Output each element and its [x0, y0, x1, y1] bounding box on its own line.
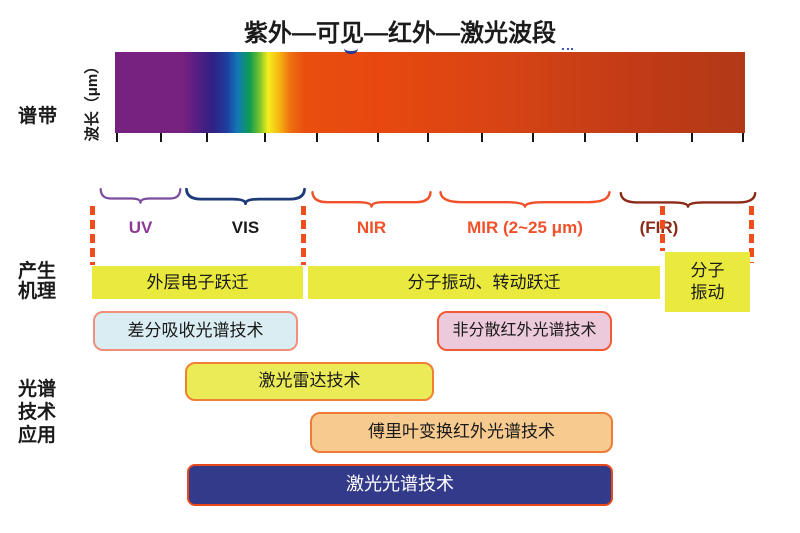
stray-blue-mark: [344, 47, 358, 54]
tick-mark: [532, 133, 534, 142]
mechanism-box-electron-transition: 外层电子跃迁: [92, 266, 303, 299]
row-label-spectral-technology-application: 光谱 技术 应用: [18, 379, 57, 446]
tick-mark: [160, 133, 162, 142]
tick-mark: [316, 133, 318, 142]
tick-mark: [427, 133, 429, 142]
dashed-separator: [301, 206, 306, 265]
stray-blue-dotted-mark: [562, 48, 573, 54]
band-label-mir: MIR (2~25 μm): [467, 218, 583, 237]
tick-mark: [481, 133, 483, 142]
uv-brace: [99, 187, 182, 204]
mir-brace: [437, 190, 613, 208]
diagram-title: 紫外—可见—红外—激光波段: [244, 20, 556, 47]
dashed-separator: [660, 206, 665, 251]
vis-brace: [184, 187, 307, 205]
dashed-separator: [749, 206, 754, 263]
tech-box-lidar: 激光雷达技术: [185, 362, 434, 401]
band-label-nir: NIR: [356, 218, 387, 237]
tech-box-laser-spectroscopy: 激光光谱技术: [187, 464, 613, 506]
tick-mark: [742, 133, 744, 142]
tech-box-ftir: 傅里叶变换红外光谱技术: [310, 412, 613, 453]
row-label-generation-mechanism: 产生 机理: [18, 261, 57, 302]
spectrum-gradient-bar: [115, 52, 745, 133]
band-label-fir: (FIR): [639, 218, 679, 237]
band-label-vis: VIS: [231, 218, 260, 237]
band-label-uv: UV: [128, 218, 153, 237]
tech-box-ndir: 非分散红外光谱技术: [437, 311, 612, 351]
tick-mark: [264, 133, 266, 142]
tick-mark: [377, 133, 379, 142]
mechanism-box-molecular-vibration: 分子 振动: [665, 252, 750, 312]
tick-mark: [636, 133, 638, 142]
row-label-spectral-band: 谱带: [18, 106, 59, 127]
tick-mark: [584, 133, 586, 142]
tick-mark: [691, 133, 693, 142]
tick-mark: [206, 133, 208, 142]
tick-mark: [116, 133, 118, 142]
mechanism-box-vibration-rotation: 分子振动、转动跃迁: [308, 266, 660, 299]
wavelength-axis-label: 波长（μm）: [84, 58, 101, 142]
tech-box-differential-absorption: 差分吸收光谱技术: [93, 311, 298, 351]
dashed-separator: [90, 206, 95, 265]
nir-brace: [310, 190, 433, 208]
fir-brace: [618, 191, 758, 208]
